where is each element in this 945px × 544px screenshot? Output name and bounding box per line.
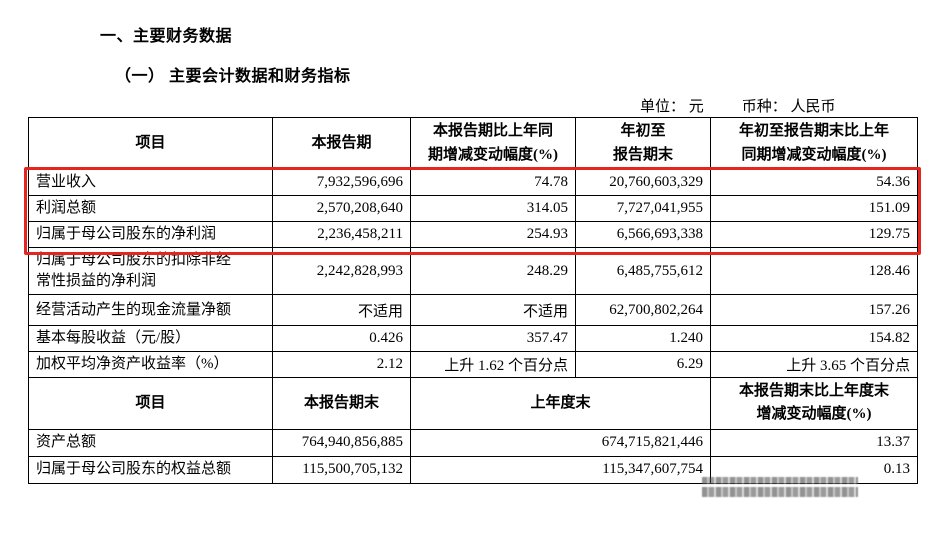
value-cell: 上升 3.65 个百分点 <box>710 351 918 378</box>
value-cell: 115,347,607,754 <box>410 455 711 484</box>
value-cell: 764,940,856,885 <box>272 428 411 457</box>
value-cell: 6,485,755,612 <box>575 247 711 295</box>
item-cell: 加权平均净资产收益率（%） <box>28 351 273 378</box>
value-cell: 74.78 <box>410 169 576 196</box>
value-cell: 上升 1.62 个百分点 <box>410 351 576 378</box>
column-header: 本报告期末比上年度末 增减变动幅度(%) <box>710 377 918 430</box>
item-cell: 基本每股收益（元/股） <box>28 325 273 352</box>
item-cell: 利润总额 <box>28 195 273 222</box>
value-cell: 248.29 <box>410 247 576 295</box>
subsection-title: （一） 主要会计数据和财务指标 <box>115 68 351 85</box>
value-cell: 1.240 <box>575 325 711 352</box>
financial-tables: 项目 本报告期 本报告期比上年同 期增减变动幅度(%) 年初至 报告期末 年初至… <box>28 117 918 484</box>
column-header: 本报告期末 <box>272 377 411 430</box>
table-row: 归属于母公司股东的净利润 2,236,458,211 254.93 6,566,… <box>28 221 918 248</box>
table-row: 营业收入 7,932,596,696 74.78 20,760,603,329 … <box>28 169 918 196</box>
item-cell: 归属于母公司股东的扣除非经 常性损益的净利润 <box>28 247 273 295</box>
value-cell: 674,715,821,446 <box>410 428 711 457</box>
value-cell: 314.05 <box>410 195 576 222</box>
value-cell: 54.36 <box>710 169 918 196</box>
table-row: 经营活动产生的现金流量净额 不适用 不适用 62,700,802,264 157… <box>28 294 918 326</box>
item-cell: 经营活动产生的现金流量净额 <box>28 294 273 326</box>
value-cell: 7,727,041,955 <box>575 195 711 222</box>
value-cell: 2.12 <box>272 351 411 378</box>
value-cell: 不适用 <box>410 294 576 326</box>
value-cell: 128.46 <box>710 247 918 295</box>
value-cell: 62,700,802,264 <box>575 294 711 326</box>
table1-header-row: 项目 本报告期 本报告期比上年同 期增减变动幅度(%) 年初至 报告期末 年初至… <box>28 117 918 170</box>
section-title: 一、主要财务数据 <box>100 28 233 45</box>
unit-label: 单位： 元 <box>640 99 704 115</box>
item-cell: 资产总额 <box>28 428 273 457</box>
value-cell: 254.93 <box>410 221 576 248</box>
value-cell: 357.47 <box>410 325 576 352</box>
column-header: 年初至报告期末比上年 同期增减变动幅度(%) <box>710 117 918 170</box>
value-cell: 20,760,603,329 <box>575 169 711 196</box>
financial-table-period: 项目 本报告期 本报告期比上年同 期增减变动幅度(%) 年初至 报告期末 年初至… <box>28 117 918 378</box>
item-cell: 归属于母公司股东的净利润 <box>28 221 273 248</box>
item-cell: 归属于母公司股东的权益总额 <box>28 455 273 484</box>
value-cell: 6,566,693,338 <box>575 221 711 248</box>
currency-label: 币种： 人民币 <box>741 99 836 115</box>
value-cell: 0.426 <box>272 325 411 352</box>
value-cell: 2,570,208,640 <box>272 195 411 222</box>
value-cell: 0.13 <box>710 455 918 484</box>
unit-line: 单位： 元 币种： 人民币 <box>640 95 836 116</box>
column-header: 上年度末 <box>410 377 711 430</box>
column-header: 项目 <box>28 117 273 170</box>
table-row: 基本每股收益（元/股） 0.426 357.47 1.240 154.82 <box>28 325 918 352</box>
value-cell: 2,236,458,211 <box>272 221 411 248</box>
item-cell: 营业收入 <box>28 169 273 196</box>
financial-table-balance: 项目 本报告期末 上年度末 本报告期末比上年度末 增减变动幅度(%) 资产总额 … <box>28 377 918 484</box>
column-header: 年初至 报告期末 <box>575 117 711 170</box>
column-header: 本报告期 <box>272 117 411 170</box>
column-header: 项目 <box>28 377 273 430</box>
table-row: 归属于母公司股东的权益总额 115,500,705,132 115,347,60… <box>28 455 918 484</box>
table-row: 加权平均净资产收益率（%） 2.12 上升 1.62 个百分点 6.29 上升 … <box>28 351 918 378</box>
table2-header-row: 项目 本报告期末 上年度末 本报告期末比上年度末 增减变动幅度(%) <box>28 377 918 430</box>
value-cell: 151.09 <box>710 195 918 222</box>
value-cell: 6.29 <box>575 351 711 378</box>
value-cell: 157.26 <box>710 294 918 326</box>
table-row: 利润总额 2,570,208,640 314.05 7,727,041,955 … <box>28 195 918 222</box>
value-cell: 13.37 <box>710 428 918 457</box>
value-cell: 不适用 <box>272 294 411 326</box>
value-cell: 115,500,705,132 <box>272 455 411 484</box>
value-cell: 2,242,828,993 <box>272 247 411 295</box>
value-cell: 7,932,596,696 <box>272 169 411 196</box>
value-cell: 154.82 <box>710 325 918 352</box>
table-row: 资产总额 764,940,856,885 674,715,821,446 13.… <box>28 428 918 457</box>
value-cell: 129.75 <box>710 221 918 248</box>
column-header: 本报告期比上年同 期增减变动幅度(%) <box>410 117 576 170</box>
table-row: 归属于母公司股东的扣除非经 常性损益的净利润 2,242,828,993 248… <box>28 247 918 295</box>
